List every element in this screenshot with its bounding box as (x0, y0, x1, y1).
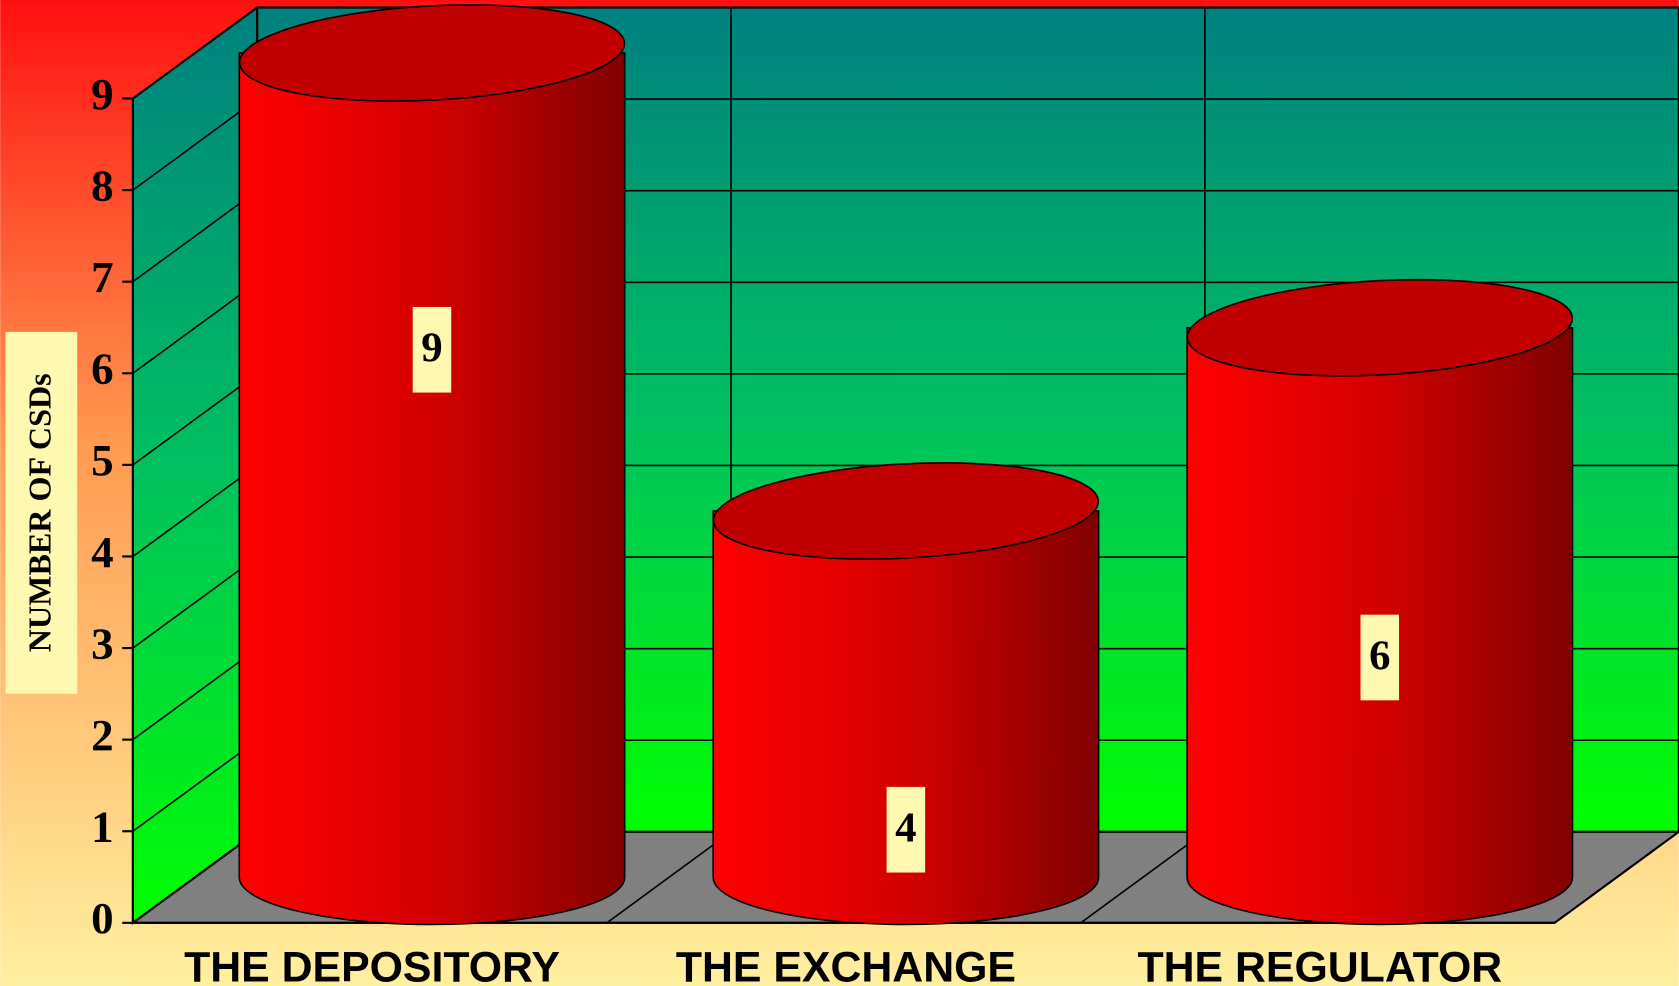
bar-top (712, 462, 1100, 560)
value-label-box (412, 306, 452, 393)
bar (712, 510, 1100, 926)
y-tick-label: 9 (91, 69, 113, 119)
divider (1080, 831, 1206, 924)
grid-line (132, 6, 258, 100)
bar-top (1186, 278, 1574, 377)
bar (238, 52, 626, 926)
y-label-box (5, 331, 78, 694)
grid-line (132, 648, 258, 741)
value-label: 9 (421, 325, 442, 372)
grid-line (132, 281, 258, 374)
grid-line (132, 98, 258, 191)
grid-line (132, 739, 258, 832)
y-tick-label: 5 (91, 435, 113, 485)
x-tick-label: THE REGULATOR (1137, 944, 1502, 986)
value-label: 4 (895, 805, 916, 852)
y-tick-label: 2 (91, 710, 113, 760)
value-label: 6 (1369, 632, 1390, 679)
y-tick-label: 0 (91, 893, 113, 943)
bar-top (238, 4, 626, 102)
x-tick-label: THE DEPOSITORY (184, 944, 560, 986)
y-tick-label: 8 (91, 160, 113, 210)
y-tick-label: 6 (91, 344, 113, 394)
grid-line (132, 464, 258, 558)
y-tick-label: 3 (91, 618, 113, 668)
y-axis-label: NUMBER OF CSDs (21, 373, 57, 652)
x-tick-label: THE EXCHANGE (676, 944, 1016, 986)
y-tick-label: 4 (91, 527, 113, 577)
y-tick-label: 7 (91, 252, 113, 302)
grid-line (132, 190, 258, 283)
divider (606, 831, 732, 924)
grid-line (132, 831, 258, 924)
grid-line (132, 373, 258, 466)
value-label-box (1360, 614, 1400, 701)
value-label-box (886, 786, 926, 873)
grid-line (132, 556, 258, 649)
y-tick-label: 1 (91, 802, 113, 852)
